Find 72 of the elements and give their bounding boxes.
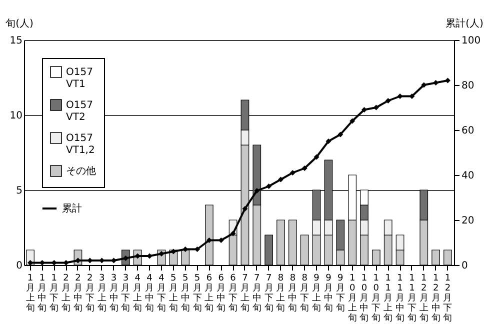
point [421, 82, 427, 88]
point [194, 246, 200, 252]
x-tick-label: 8月上旬 [276, 274, 286, 314]
x-tick-label: 7月下旬 [264, 274, 274, 314]
legend-label: その他 [66, 165, 96, 177]
x-tick-label: 12月下旬 [443, 274, 452, 324]
x-tick-label: 10月中旬 [360, 274, 369, 324]
point [445, 78, 450, 84]
y-tick-label: 5 [16, 186, 22, 196]
y2-tick-label: 0 [462, 260, 468, 272]
x-tick-label: 12月中旬 [431, 274, 440, 324]
x-tick-label: 6月下旬 [228, 274, 238, 314]
x-tick-label: 7月上旬 [240, 274, 250, 314]
x-tick-label: 1月中旬 [38, 274, 47, 314]
x-tick-label: 1月下旬 [50, 274, 59, 314]
legend-label: O157 VT2 [66, 100, 93, 123]
y2-tick-label: 60 [462, 126, 474, 136]
y-axis-title: 旬(人) [6, 18, 34, 30]
point [170, 248, 176, 254]
x-tick-label: 5月上旬 [168, 274, 178, 314]
x-tick-label: 11月下旬 [407, 274, 416, 324]
point [326, 138, 332, 144]
x-tick-label: 10月上旬 [348, 274, 357, 324]
x-tick-label: 2月中旬 [73, 274, 82, 314]
point [314, 154, 320, 160]
x-tick-label: 3月中旬 [109, 274, 118, 314]
x-tick-label: 5月中旬 [180, 274, 190, 314]
legend-label: 累計 [62, 202, 82, 214]
point [385, 98, 391, 104]
y-tick-label: 15 [10, 36, 22, 46]
y2-tick-label: 100 [462, 36, 481, 46]
x-tick-label: 2月下旬 [85, 274, 94, 314]
x-tick-label: 5月下旬 [192, 274, 202, 314]
legend-label: O157 VT1,2 [66, 133, 95, 156]
point [266, 184, 272, 189]
x-tick-label: 4月中旬 [145, 274, 154, 314]
y2-tick-label: 40 [462, 170, 474, 182]
point [290, 170, 296, 176]
x-tick-label: 9月上旬 [312, 274, 322, 314]
x-tick-label: 10月下旬 [372, 274, 381, 324]
point [350, 118, 356, 124]
point [362, 107, 367, 112]
x-tick-label: 6月中旬 [216, 274, 226, 314]
y2-axis-title: 累計(人) [446, 18, 484, 30]
x-tick-label: 8月下旬 [300, 274, 310, 314]
x-tick-label: 4月下旬 [156, 274, 166, 314]
y-tick-label: 10 [10, 110, 22, 122]
x-tick-label: 2月上旬 [62, 274, 71, 314]
x-tick-label: 1月上旬 [26, 274, 35, 314]
x-tick-label: 4月上旬 [133, 274, 142, 314]
y-tick-label: 0 [16, 260, 22, 272]
point [433, 80, 439, 86]
point [254, 188, 260, 194]
x-tick-label: 3月上旬 [97, 274, 106, 314]
x-tick-label: 6月上旬 [204, 274, 214, 314]
point [338, 132, 344, 138]
legend-label: O157 VT1 [66, 67, 93, 90]
point [158, 251, 164, 256]
point [230, 230, 236, 236]
point [242, 206, 248, 212]
x-tick-label: 8月中旬 [288, 274, 298, 314]
y2-tick-label: 20 [462, 216, 474, 226]
x-tick-label: 9月下旬 [336, 274, 345, 314]
x-tick-label: 3月下旬 [121, 274, 130, 314]
x-tick-label: 7月中旬 [252, 274, 262, 314]
point [28, 260, 33, 266]
x-tick-label: 9月中旬 [324, 274, 333, 314]
x-tick-label: 12月上旬 [419, 274, 428, 324]
y2-tick-label: 80 [462, 80, 474, 92]
x-tick-label: 11月上旬 [384, 274, 393, 324]
x-tick-label: 11月中旬 [396, 274, 405, 324]
point [302, 166, 308, 171]
